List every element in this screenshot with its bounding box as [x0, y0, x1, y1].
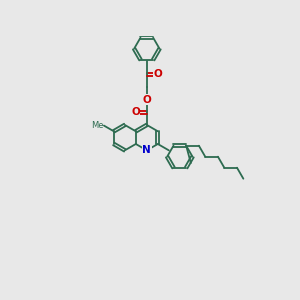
Text: O: O [142, 94, 151, 104]
Text: O: O [154, 69, 163, 79]
Text: N: N [142, 145, 151, 155]
Text: Me: Me [91, 121, 103, 130]
Text: O: O [131, 107, 140, 117]
